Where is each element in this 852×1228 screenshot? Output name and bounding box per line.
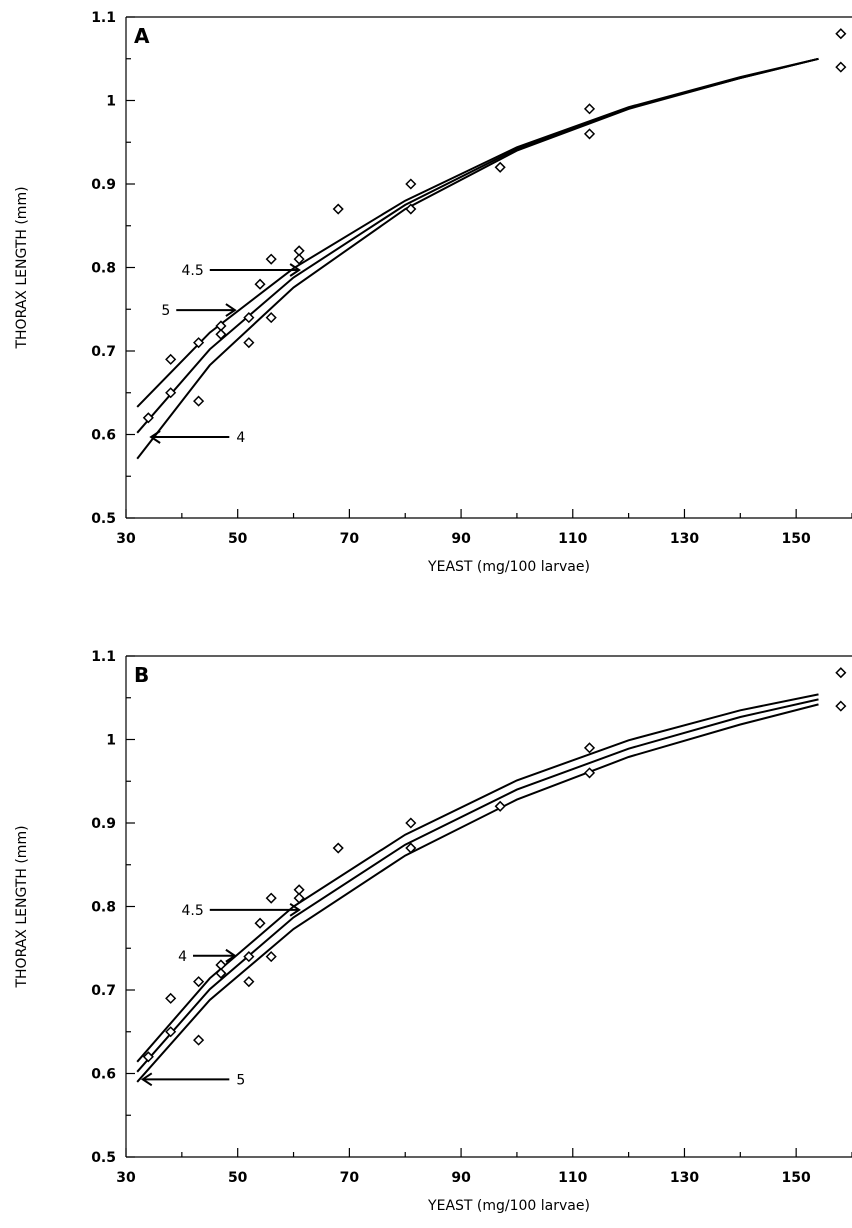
x-tick-label: 70 (340, 531, 360, 547)
data-point (243, 312, 255, 324)
data-point (165, 992, 177, 1004)
data-point (265, 312, 277, 324)
data-point (142, 1051, 154, 1063)
data-point (583, 103, 596, 115)
y-tick-label: 0.7 (91, 983, 116, 999)
y-axis-label: THORAX LENGTH (mm) (14, 825, 30, 988)
fit-curve-1 (136, 693, 819, 1063)
data-point (583, 128, 596, 140)
annotation-arrowhead (225, 303, 237, 317)
y-tick-label: 1 (106, 94, 116, 110)
annotation-label: 4 (178, 949, 187, 965)
y-tick-label: 0.7 (91, 344, 116, 360)
annotation-arrowhead (140, 1072, 153, 1087)
x-tick-label: 70 (340, 1170, 360, 1186)
data-point (332, 203, 344, 215)
fit-curve-3 (136, 703, 819, 1083)
x-tick-label: 50 (228, 531, 248, 547)
annotation-arrowhead (149, 430, 161, 444)
y-tick-label: 0.6 (91, 1067, 116, 1083)
data-point (193, 976, 205, 988)
data-point (835, 700, 847, 712)
y-tick-label: 1.1 (91, 10, 116, 26)
annotation-arrowhead (289, 263, 301, 277)
x-tick-label: 130 (670, 531, 699, 547)
data-point (293, 253, 305, 265)
data-point (293, 892, 305, 904)
data-point (165, 387, 177, 399)
x-tick-label: 90 (451, 1170, 471, 1186)
data-point (494, 800, 506, 812)
data-point (215, 967, 227, 979)
x-tick-label: 150 (782, 1170, 811, 1186)
panel-a: 0.5 0.6 0.7 0.8 0.9 1 1.1 30 50 70 90 110 130 150 YEAS… (14, 10, 852, 575)
data-point (583, 742, 596, 754)
y-tick-label: 1 (106, 733, 116, 749)
data-point (405, 817, 417, 829)
x-tick-label: 130 (670, 1170, 699, 1186)
data-point (243, 976, 255, 988)
data-point (193, 1034, 205, 1046)
data-point (142, 412, 154, 424)
x-tick-label: 110 (558, 531, 587, 547)
data-point (583, 767, 596, 779)
y-tick-label: 0.6 (91, 428, 116, 444)
data-point (243, 951, 255, 963)
x-tick-label: 110 (558, 1170, 587, 1186)
data-point (835, 28, 847, 40)
annotation-arrowhead (289, 903, 301, 917)
annotation-label: 4.5 (182, 903, 204, 919)
data-point (835, 61, 847, 73)
data-point (405, 203, 417, 215)
data-point (265, 253, 277, 265)
x-tick-label: 90 (451, 531, 471, 547)
x-axis-label: YEAST (mg/100 larvae) (427, 559, 590, 575)
data-point (243, 337, 255, 349)
data-point (254, 917, 266, 929)
fit-curve-3 (136, 57, 819, 460)
annotation-label: 4 (236, 430, 245, 446)
y-axis-label: THORAX LENGTH (mm) (14, 186, 30, 349)
x-tick-label: 50 (228, 1170, 248, 1186)
x-axis-label: YEAST (mg/100 larvae) (427, 1198, 590, 1214)
data-point (193, 395, 205, 407)
data-point (835, 667, 847, 679)
fit-curve-2 (136, 57, 819, 434)
data-point (265, 892, 277, 904)
fit-curve-1 (136, 57, 819, 408)
annotation-label: 5 (161, 303, 170, 319)
data-point (265, 951, 277, 963)
fit-curve-2 (136, 698, 819, 1073)
y-tick-label: 0.8 (91, 900, 116, 916)
data-point (193, 337, 205, 349)
data-point (254, 278, 266, 290)
panel-label: A (134, 24, 150, 48)
annotation-arrowhead (225, 948, 237, 963)
data-point (494, 161, 506, 173)
annotation-label: 4.5 (182, 263, 204, 279)
annotation-label: 5 (236, 1072, 245, 1088)
data-point (405, 842, 417, 854)
y-tick-label: 0.5 (91, 511, 116, 527)
x-tick-label: 30 (116, 531, 136, 547)
y-tick-label: 0.9 (91, 177, 116, 193)
x-tick-label: 150 (782, 531, 811, 547)
y-tick-label: 1.1 (91, 649, 116, 665)
data-point (165, 1026, 177, 1038)
y-tick-label: 0.5 (91, 1150, 116, 1166)
y-tick-label: 0.8 (91, 261, 116, 277)
y-tick-label: 0.9 (91, 816, 116, 832)
x-tick-label: 30 (116, 1170, 136, 1186)
data-point (215, 328, 227, 340)
panel-label: B (134, 663, 149, 687)
panel-b: 0.5 0.6 0.7 0.8 0.9 1 1.1 30 50 70 90 110 130 150 YEAS… (14, 649, 852, 1214)
data-point (332, 842, 344, 854)
data-point (405, 178, 417, 190)
data-point (165, 353, 177, 365)
